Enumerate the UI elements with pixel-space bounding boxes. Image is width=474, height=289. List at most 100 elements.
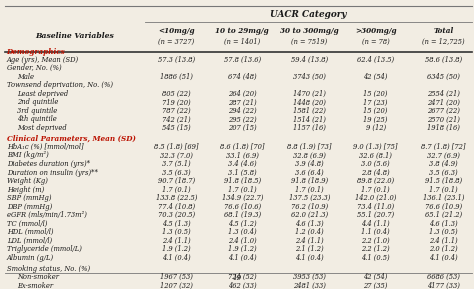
- Text: 3953 (53): 3953 (53): [293, 273, 326, 281]
- Text: 2677 (22): 2677 (22): [427, 107, 460, 115]
- Text: 2.0 (1.2): 2.0 (1.2): [429, 245, 458, 253]
- Text: HDL (mmol/l): HDL (mmol/l): [7, 228, 53, 236]
- Text: 3.5 (6.3): 3.5 (6.3): [162, 168, 191, 177]
- Text: SBP (mmHg): SBP (mmHg): [7, 194, 51, 202]
- Text: 59.4 (13.8): 59.4 (13.8): [291, 56, 328, 64]
- Text: 4.1 (0.4): 4.1 (0.4): [429, 254, 458, 262]
- Text: Albumin (g/L): Albumin (g/L): [7, 254, 54, 262]
- Text: HbA₁c (%) [mmol/mol]: HbA₁c (%) [mmol/mol]: [7, 143, 83, 151]
- Text: 33.1 (6.9): 33.1 (6.9): [226, 151, 259, 160]
- Text: 2471 (20): 2471 (20): [427, 99, 460, 106]
- Text: 3.5 (6.3): 3.5 (6.3): [429, 168, 458, 177]
- Text: 4.5 (1.2): 4.5 (1.2): [228, 220, 256, 228]
- Text: <10mg/g: <10mg/g: [158, 27, 195, 36]
- Text: 70.3 (20.5): 70.3 (20.5): [158, 211, 195, 219]
- Text: 1.3 (0.5): 1.3 (0.5): [162, 228, 191, 236]
- Text: 10 to 29mg/g: 10 to 29mg/g: [215, 27, 269, 36]
- Text: 1.7 (0.1): 1.7 (0.1): [295, 186, 324, 194]
- Text: 3.7 (5.1): 3.7 (5.1): [162, 160, 191, 168]
- Text: 4.5 (1.3): 4.5 (1.3): [162, 220, 191, 228]
- Text: (n = 78): (n = 78): [362, 38, 390, 46]
- Text: 42 (54): 42 (54): [364, 273, 388, 281]
- Text: 62.0 (21.3): 62.0 (21.3): [291, 211, 328, 219]
- Text: (n = 3727): (n = 3727): [158, 38, 195, 46]
- Text: 1.9 (1.2): 1.9 (1.2): [228, 245, 256, 253]
- Text: 19 (25): 19 (25): [364, 116, 388, 123]
- Text: 30 to 300mg/g: 30 to 300mg/g: [280, 27, 339, 36]
- Text: 9.0 (1.3) [75]: 9.0 (1.3) [75]: [354, 143, 398, 151]
- Text: 9 (12): 9 (12): [365, 124, 386, 132]
- Text: Most deprived: Most deprived: [17, 124, 67, 132]
- Text: 55.1 (20.7): 55.1 (20.7): [357, 211, 394, 219]
- Text: 68.1 (19.3): 68.1 (19.3): [224, 211, 261, 219]
- Text: TC (mmol/l): TC (mmol/l): [7, 220, 47, 228]
- Text: 133.8 (22.5): 133.8 (22.5): [156, 194, 197, 202]
- Text: (n = 7519): (n = 7519): [292, 38, 328, 46]
- Text: 1.3 (0.5): 1.3 (0.5): [429, 228, 458, 236]
- Text: 17 (23): 17 (23): [364, 99, 388, 106]
- Text: Age (yrs), Mean (SD): Age (yrs), Mean (SD): [7, 56, 79, 64]
- Text: 4.1 (0.4): 4.1 (0.4): [162, 254, 191, 262]
- Text: 91.5 (18.8): 91.5 (18.8): [425, 177, 462, 185]
- Text: 137.5 (23.3): 137.5 (23.3): [289, 194, 330, 202]
- Text: 1.3 (0.4): 1.3 (0.4): [228, 228, 256, 236]
- Text: 1581 (22): 1581 (22): [293, 107, 326, 115]
- Text: 73.4 (11.0): 73.4 (11.0): [357, 203, 394, 211]
- Text: 1207 (32): 1207 (32): [160, 282, 193, 289]
- Text: Demographics: Demographics: [7, 48, 65, 56]
- Text: Weight (Kg): Weight (Kg): [7, 177, 47, 185]
- Text: (n = 1401): (n = 1401): [224, 38, 260, 46]
- Text: 4.1 (0.4): 4.1 (0.4): [228, 254, 256, 262]
- Text: Ex-smoker: Ex-smoker: [17, 282, 53, 289]
- Text: 2.4 (1.1): 2.4 (1.1): [429, 237, 458, 245]
- Text: UACR Category: UACR Category: [270, 10, 346, 19]
- Text: 287 (21): 287 (21): [228, 99, 256, 106]
- Text: 3.6 (6.4): 3.6 (6.4): [295, 168, 324, 177]
- Text: 2nd quintile: 2nd quintile: [17, 99, 58, 106]
- Text: 76.6 (10.6): 76.6 (10.6): [224, 203, 261, 211]
- Text: Total: Total: [433, 27, 454, 36]
- Text: 142.0 (21.0): 142.0 (21.0): [355, 194, 396, 202]
- Text: 32.8 (6.9): 32.8 (6.9): [293, 151, 326, 160]
- Text: 4.1 (0.5): 4.1 (0.5): [361, 254, 390, 262]
- Text: 3rd quintile: 3rd quintile: [17, 107, 57, 115]
- Text: Clinical Parameters, Mean (SD): Clinical Parameters, Mean (SD): [7, 135, 136, 143]
- Text: Gender, No. (%): Gender, No. (%): [7, 64, 61, 72]
- Text: 76.6 (10.9): 76.6 (10.9): [425, 203, 462, 211]
- Text: 1967 (53): 1967 (53): [160, 273, 193, 281]
- Text: 2.4 (1.0): 2.4 (1.0): [228, 237, 256, 245]
- Text: 32.3 (7.0): 32.3 (7.0): [160, 151, 193, 160]
- Text: 2481 (33): 2481 (33): [293, 282, 326, 289]
- Text: 207 (15): 207 (15): [228, 124, 256, 132]
- Text: Height (m): Height (m): [7, 186, 44, 194]
- Text: 462 (33): 462 (33): [228, 282, 256, 289]
- Text: 1.7 (0.1): 1.7 (0.1): [361, 186, 390, 194]
- Text: 62.4 (13.5): 62.4 (13.5): [357, 56, 394, 64]
- Text: 57.3 (13.8): 57.3 (13.8): [158, 56, 195, 64]
- Text: 1918 (16): 1918 (16): [427, 124, 460, 132]
- Text: 32.6 (8.1): 32.6 (8.1): [359, 151, 392, 160]
- Text: 3.9 (4.8): 3.9 (4.8): [295, 160, 324, 168]
- Text: 89.8 (22.0): 89.8 (22.0): [357, 177, 394, 185]
- Text: 1.2 (0.4): 1.2 (0.4): [295, 228, 324, 236]
- Text: eGFR (mls/min/1.73m²): eGFR (mls/min/1.73m²): [7, 211, 87, 219]
- Text: 1.1 (0.4): 1.1 (0.4): [361, 228, 390, 236]
- Text: BMI (kg/m²): BMI (kg/m²): [7, 151, 48, 160]
- Text: 4.1 (0.4): 4.1 (0.4): [295, 254, 324, 262]
- Text: 1470 (21): 1470 (21): [293, 90, 326, 98]
- Text: 742 (21): 742 (21): [162, 116, 191, 123]
- Text: 1.7 (0.1): 1.7 (0.1): [162, 186, 191, 194]
- Text: 3.4 (4.6): 3.4 (4.6): [228, 160, 256, 168]
- Text: 674 (48): 674 (48): [228, 73, 256, 81]
- Text: 42 (54): 42 (54): [364, 73, 388, 81]
- Text: 2554 (21): 2554 (21): [427, 90, 460, 98]
- Text: 2.4 (1.1): 2.4 (1.1): [162, 237, 191, 245]
- Text: 4.6 (1.3): 4.6 (1.3): [295, 220, 324, 228]
- Text: 4177 (33): 4177 (33): [427, 282, 460, 289]
- Text: (n = 12,725): (n = 12,725): [422, 38, 465, 46]
- Text: Non-smoker: Non-smoker: [17, 273, 59, 281]
- Text: 4.4 (1.1): 4.4 (1.1): [361, 220, 390, 228]
- Text: Duration on insulin (yrs)**: Duration on insulin (yrs)**: [7, 168, 98, 177]
- Text: 65.1 (21.2): 65.1 (21.2): [425, 211, 462, 219]
- Text: 76.2 (10.9): 76.2 (10.9): [291, 203, 328, 211]
